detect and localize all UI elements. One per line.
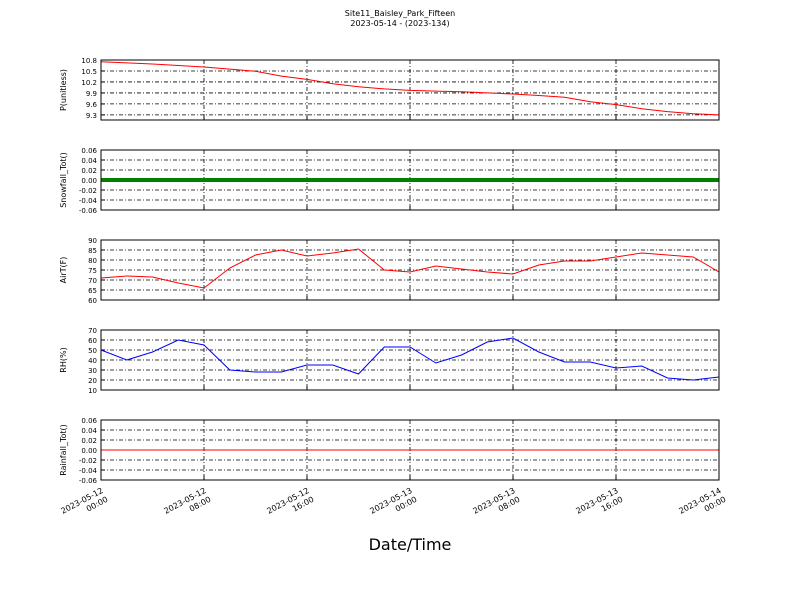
y-tick-label: 10.8 (81, 57, 97, 65)
y-axis-label: AirT(F) (59, 257, 68, 284)
y-tick-label: -0.04 (79, 467, 98, 475)
y-tick-label: 0.02 (81, 167, 97, 175)
y-tick-label: 0.02 (81, 437, 97, 445)
y-tick-label: 60 (88, 297, 97, 305)
y-tick-label: 0.06 (81, 147, 97, 155)
y-tick-label: 0.00 (81, 177, 97, 185)
axes-frame (100, 59, 720, 121)
data-line (100, 248, 720, 289)
axes-frame (100, 239, 720, 301)
y-tick-label: -0.04 (79, 197, 98, 205)
y-tick-label: 90 (88, 237, 97, 245)
y-tick-label: 80 (88, 257, 97, 265)
y-axis-label: Snowfall_Tot() (59, 152, 68, 208)
y-tick-label: -0.06 (79, 207, 98, 215)
axes-frame (100, 149, 720, 211)
y-tick-label: -0.02 (79, 457, 97, 465)
y-tick-label: 40 (88, 357, 97, 365)
x-axis-label: Date/Time (369, 535, 452, 554)
subtitle: 2023-05-14 - (2023-134) (350, 19, 449, 28)
y-tick-label: 20 (88, 377, 97, 385)
y-tick-label: -0.02 (79, 187, 97, 195)
y-tick-label: 9.3 (86, 112, 97, 120)
y-tick-label: 9.6 (86, 101, 98, 109)
data-line (100, 61, 720, 116)
y-tick-label: 65 (88, 287, 97, 295)
y-tick-label: 50 (88, 347, 97, 355)
y-tick-label: 75 (88, 267, 97, 275)
y-tick-label: 85 (88, 247, 97, 255)
y-axis-label: P(unitless) (59, 69, 68, 111)
y-tick-label: 30 (88, 367, 97, 375)
y-tick-label: 10 (88, 387, 97, 395)
y-tick-label: 10.5 (81, 68, 97, 76)
y-tick-label: 70 (88, 327, 97, 335)
y-axis-label: RH(%) (59, 347, 68, 372)
data-line (100, 337, 720, 381)
y-tick-label: 60 (88, 337, 97, 345)
title: Site11_Baisley_Park_Fifteen (345, 9, 455, 18)
y-tick-label: -0.06 (79, 477, 98, 485)
y-tick-label: 0.00 (81, 447, 97, 455)
y-tick-label: 9.9 (86, 90, 97, 98)
y-tick-label: 0.04 (81, 427, 97, 435)
axes-frame (100, 419, 720, 481)
y-tick-label: 10.2 (81, 79, 97, 87)
axes-frame (100, 329, 720, 391)
y-axis-label: Rainfall_Tot() (59, 424, 68, 476)
y-tick-label: 0.04 (81, 157, 97, 165)
y-tick-label: 0.06 (81, 417, 97, 425)
y-tick-label: 70 (88, 277, 97, 285)
